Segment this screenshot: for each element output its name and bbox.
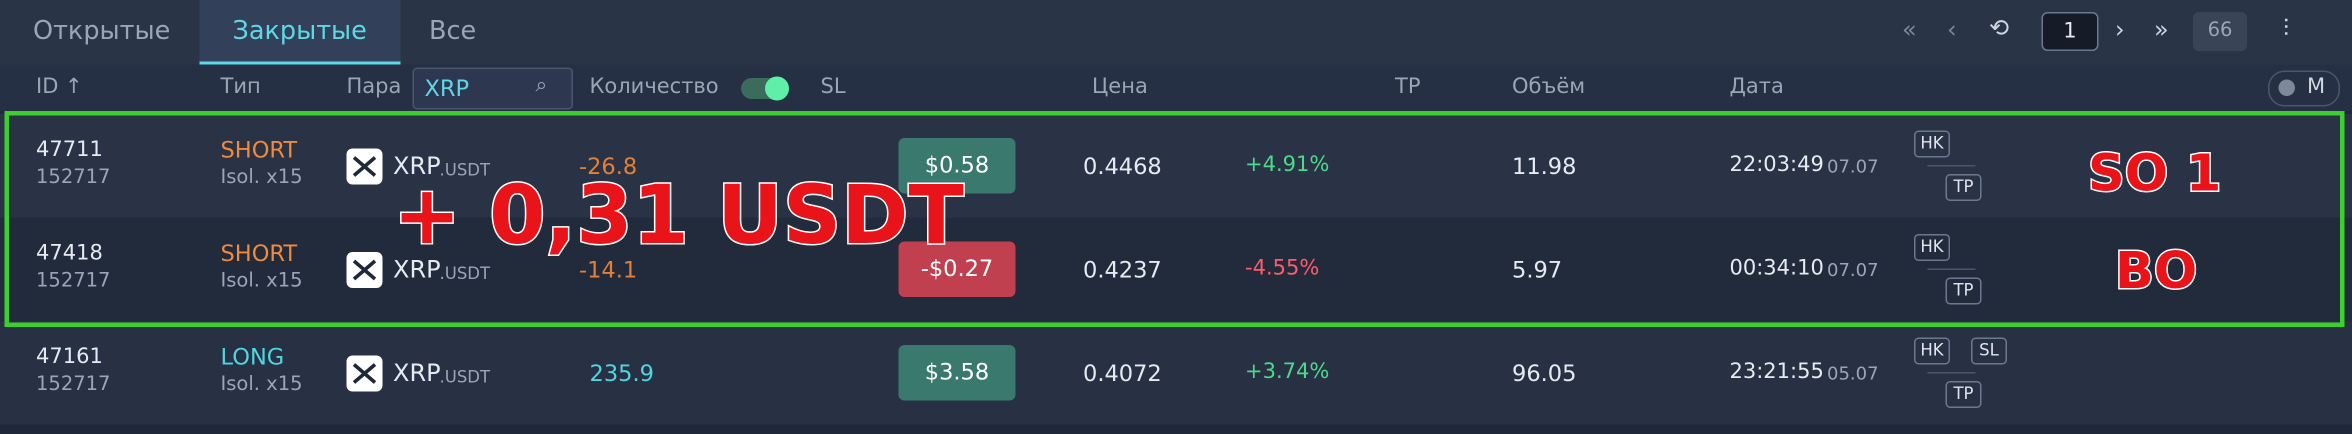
order-sub-id: 152717 [36,270,111,293]
quantity: 235.9 [589,360,654,387]
badge[interactable]: HK [1914,130,1950,158]
pair-quote: .USDT [439,367,491,388]
margin: Isol. x15 [220,166,303,190]
connector [1927,165,1976,167]
price: 0.4072 [1083,360,1162,387]
tab-active[interactable]: Закрытые [199,0,400,65]
page-input[interactable]: 1 [2041,12,2099,51]
pnl-button[interactable]: $0.58 [898,138,1016,194]
time: 23:21:55 [1729,360,1824,384]
coin-icon [346,355,383,392]
volume: 11.98 [1512,153,1577,180]
position-type: LONG [220,343,285,371]
coin-icon [346,252,383,288]
mode-dot [2278,79,2295,96]
connector [1927,372,1976,374]
mode-toggle[interactable] [2268,70,2340,107]
last-page[interactable]: » [2154,15,2169,44]
change: -4.55% [1245,256,1320,281]
date: 05.07 [1827,363,1879,384]
search-text: XRP [424,75,470,102]
pair: XRP [393,151,441,181]
quantity: -26.8 [579,153,638,180]
order-label: SO 1 [2087,143,2223,206]
order-id: 47418 [36,241,103,266]
pair-quote: .USDT [439,264,491,284]
badge[interactable]: HK [1914,234,1950,261]
column-header: ID ↑ [36,75,83,99]
connector [1927,268,1976,270]
date: 07.07 [1827,156,1879,177]
column-header: Цена [1092,75,1148,99]
margin: Isol. x15 [220,270,303,293]
first-page[interactable]: « [1902,15,1917,44]
settings[interactable]: ⫶ [2283,13,2290,43]
order-label: BO [2114,240,2199,303]
order-sub-id: 152717 [36,166,111,190]
tab[interactable]: Открытые [33,16,171,47]
change: +4.91% [1245,153,1330,177]
position-type: SHORT [220,136,298,164]
next-page[interactable]: › [2115,15,2125,44]
toggle-knob [765,76,789,101]
change: +3.74% [1245,360,1330,384]
search-icon: ⌕ [535,73,548,98]
prev-page[interactable]: ‹ [1947,15,1957,44]
search-box[interactable] [412,67,573,110]
price: 0.4468 [1083,153,1162,180]
margin: Isol. x15 [220,373,303,397]
time: 22:03:49 [1729,153,1824,177]
column-header: Объём [1512,75,1586,99]
profit-annotation: + 0,31 USDT [391,167,965,265]
column-header: Дата [1729,75,1784,99]
time: 00:34:10 [1729,256,1824,281]
tab[interactable]: Все [429,16,477,47]
badge[interactable]: SL [1971,337,2007,365]
highlight-frame [4,111,2345,327]
coin-icon [346,148,383,185]
column-header: Количество [589,75,719,99]
date: 07.07 [1827,259,1879,281]
pair-quote: .USDT [439,160,491,181]
column-header: SL [820,75,846,99]
order-sub-id: 152717 [36,373,111,397]
refresh[interactable]: ⟲ [1989,13,2010,43]
badge[interactable]: TP [1945,277,1982,305]
pair: XRP [393,358,441,388]
pnl-button[interactable]: -$0.27 [898,241,1016,297]
price: 0.4237 [1083,256,1162,284]
pnl-button[interactable]: $3.58 [898,345,1016,401]
badge[interactable]: TP [1945,174,1982,201]
volume: 96.05 [1512,360,1577,387]
quantity: -14.1 [579,256,638,284]
column-header: Пара [346,75,402,99]
badge[interactable]: HK [1914,337,1950,365]
column-header: Тип [220,75,261,99]
page-count: 66 [2193,12,2247,51]
pair: XRP [393,255,441,284]
badge[interactable]: TP [1945,381,1982,408]
volume: 5.97 [1512,256,1563,284]
mode-label: M [2307,75,2326,99]
header-row [0,64,2352,111]
column-header: TP [1395,75,1421,99]
order-id: 47161 [36,345,103,369]
order-id: 47711 [36,138,103,162]
position-type: SHORT [220,240,298,267]
